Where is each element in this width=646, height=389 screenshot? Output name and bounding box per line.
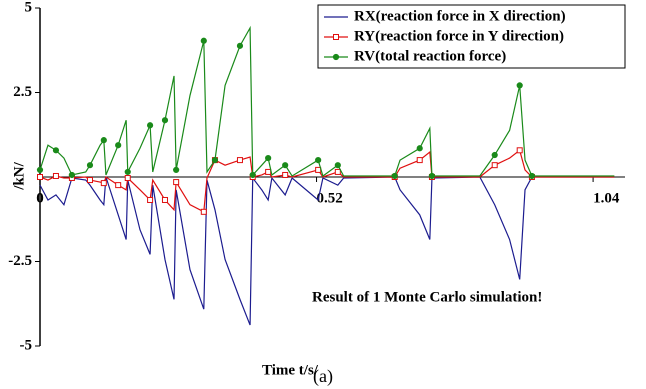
marker [37, 174, 43, 180]
marker [200, 208, 207, 215]
marker [200, 37, 207, 44]
marker [86, 162, 94, 169]
marker [147, 196, 154, 203]
marker [52, 172, 59, 179]
annotation: Result of 1 Monte Carlo simulation! [312, 289, 542, 305]
marker [100, 180, 107, 187]
x-tick-label: 0.52 [317, 190, 343, 206]
y-tick-label: 2.5 [13, 84, 32, 100]
marker [528, 172, 536, 180]
marker [391, 172, 398, 180]
marker [416, 157, 423, 164]
marker [100, 137, 107, 144]
x-tick-label: 1.04 [593, 190, 620, 206]
marker [124, 175, 131, 182]
legend-label: RY(reaction force in Y direction) [354, 28, 564, 44]
marker [428, 172, 436, 180]
marker [115, 182, 122, 189]
marker [265, 168, 272, 175]
marker [332, 53, 340, 61]
legend-label: RV(total reaction force) [354, 48, 506, 64]
marker [334, 168, 341, 175]
marker [491, 151, 498, 159]
marker [282, 171, 289, 178]
marker [416, 145, 423, 152]
marker [236, 42, 244, 49]
marker [173, 166, 180, 174]
legend-label: RX(reaction force in X direction) [354, 8, 566, 24]
marker [236, 157, 243, 164]
marker [315, 157, 322, 164]
marker [68, 171, 76, 179]
marker [146, 122, 154, 129]
marker [36, 166, 44, 174]
marker [161, 196, 168, 203]
marker [211, 157, 219, 164]
marker [333, 34, 339, 40]
x-axis-label: Time t/s/ [262, 362, 319, 378]
y-axis-label: /kN/ [11, 161, 27, 190]
marker [315, 166, 322, 173]
y-tick-label: 5 [25, 0, 33, 15]
marker [86, 177, 93, 184]
marker [52, 147, 60, 154]
marker [265, 154, 272, 162]
y-tick-label: -5 [20, 337, 33, 353]
marker [282, 162, 289, 169]
series-line [39, 176, 615, 326]
marker [124, 168, 131, 176]
caption: (a) [313, 366, 333, 387]
marker [249, 171, 256, 179]
marker [491, 162, 498, 169]
marker [161, 117, 169, 124]
legend-box [317, 4, 626, 69]
marker [516, 82, 523, 89]
marker [334, 162, 341, 169]
marker [516, 147, 523, 154]
y-tick-label: -2.5 [8, 253, 32, 269]
x-tick-label: 0 [36, 190, 44, 206]
marker [173, 179, 180, 186]
marker [115, 142, 122, 149]
